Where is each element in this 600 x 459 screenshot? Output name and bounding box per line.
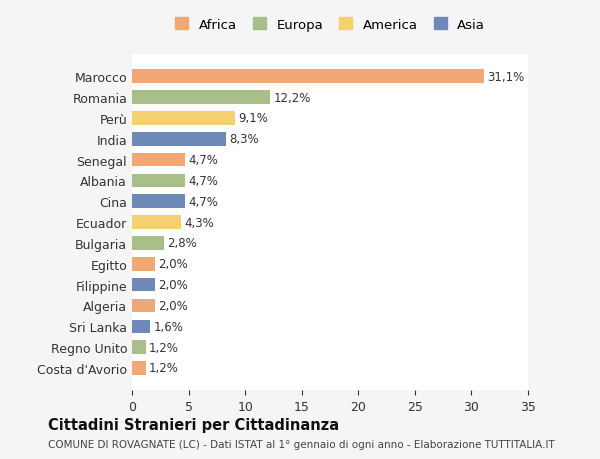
- Bar: [132, 91, 270, 105]
- Text: 4,7%: 4,7%: [188, 154, 218, 167]
- Bar: [132, 299, 155, 313]
- Text: 2,0%: 2,0%: [158, 279, 188, 291]
- Text: Cittadini Stranieri per Cittadinanza: Cittadini Stranieri per Cittadinanza: [48, 417, 339, 432]
- Text: 8,3%: 8,3%: [229, 133, 259, 146]
- Bar: [132, 257, 155, 271]
- Bar: [132, 70, 484, 84]
- Text: 9,1%: 9,1%: [238, 112, 268, 125]
- Bar: [132, 174, 185, 188]
- Text: 12,2%: 12,2%: [274, 91, 311, 104]
- Text: 2,0%: 2,0%: [158, 299, 188, 312]
- Bar: [132, 361, 146, 375]
- Bar: [132, 341, 146, 354]
- Text: 4,7%: 4,7%: [188, 196, 218, 208]
- Text: COMUNE DI ROVAGNATE (LC) - Dati ISTAT al 1° gennaio di ogni anno - Elaborazione : COMUNE DI ROVAGNATE (LC) - Dati ISTAT al…: [48, 440, 555, 449]
- Bar: [132, 278, 155, 292]
- Bar: [132, 153, 185, 167]
- Bar: [132, 112, 235, 125]
- Text: 2,0%: 2,0%: [158, 257, 188, 271]
- Legend: Africa, Europa, America, Asia: Africa, Europa, America, Asia: [175, 18, 485, 32]
- Text: 2,8%: 2,8%: [167, 237, 197, 250]
- Bar: [132, 133, 226, 146]
- Bar: [132, 216, 181, 230]
- Text: 1,2%: 1,2%: [149, 341, 179, 354]
- Bar: [132, 237, 164, 250]
- Text: 1,2%: 1,2%: [149, 362, 179, 375]
- Text: 1,6%: 1,6%: [154, 320, 184, 333]
- Text: 31,1%: 31,1%: [487, 71, 524, 84]
- Text: 4,7%: 4,7%: [188, 174, 218, 188]
- Bar: [132, 195, 185, 208]
- Bar: [132, 320, 150, 333]
- Text: 4,3%: 4,3%: [184, 216, 214, 229]
